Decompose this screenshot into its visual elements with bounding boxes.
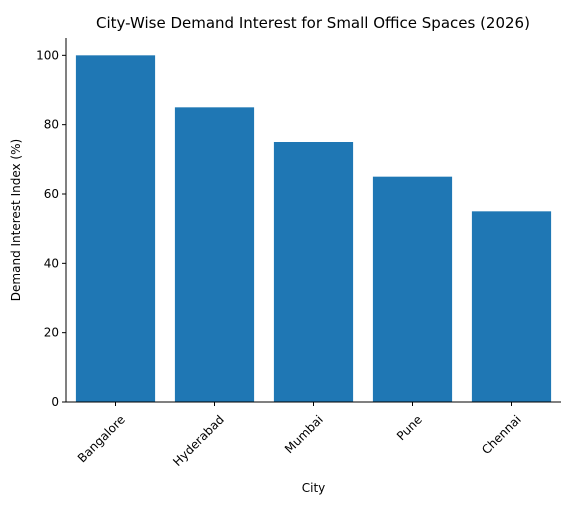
x-axis-label: City <box>302 481 326 495</box>
x-tick-label: Chennai <box>479 412 524 457</box>
y-tick-label: 0 <box>51 395 59 409</box>
y-tick-label: 100 <box>36 48 59 62</box>
x-tick-label: Bangalore <box>75 412 128 465</box>
bar-bangalore <box>75 55 156 402</box>
x-tick-label: Hyderabad <box>170 412 227 469</box>
x-tick-label: Mumbai <box>282 412 326 456</box>
y-tick-label: 20 <box>44 326 59 340</box>
bar-chennai <box>471 211 552 402</box>
x-tick-label: Pune <box>394 412 425 443</box>
bar-hyderabad <box>174 107 255 402</box>
chart-title: City-Wise Demand Interest for Small Offi… <box>96 14 530 32</box>
y-tick-label: 40 <box>44 256 59 270</box>
y-tick-label: 80 <box>44 118 59 132</box>
x-axis: Bangalore Hyderabad Mumbai Pune Chennai <box>75 402 524 469</box>
y-tick-label: 60 <box>44 187 59 201</box>
y-axis-label: Demand Interest Index (%) <box>9 139 23 301</box>
y-axis: 0 20 40 60 80 100 <box>36 48 66 409</box>
bar-mumbai <box>273 142 354 402</box>
bars-group <box>75 55 552 402</box>
bar-pune <box>372 176 453 402</box>
